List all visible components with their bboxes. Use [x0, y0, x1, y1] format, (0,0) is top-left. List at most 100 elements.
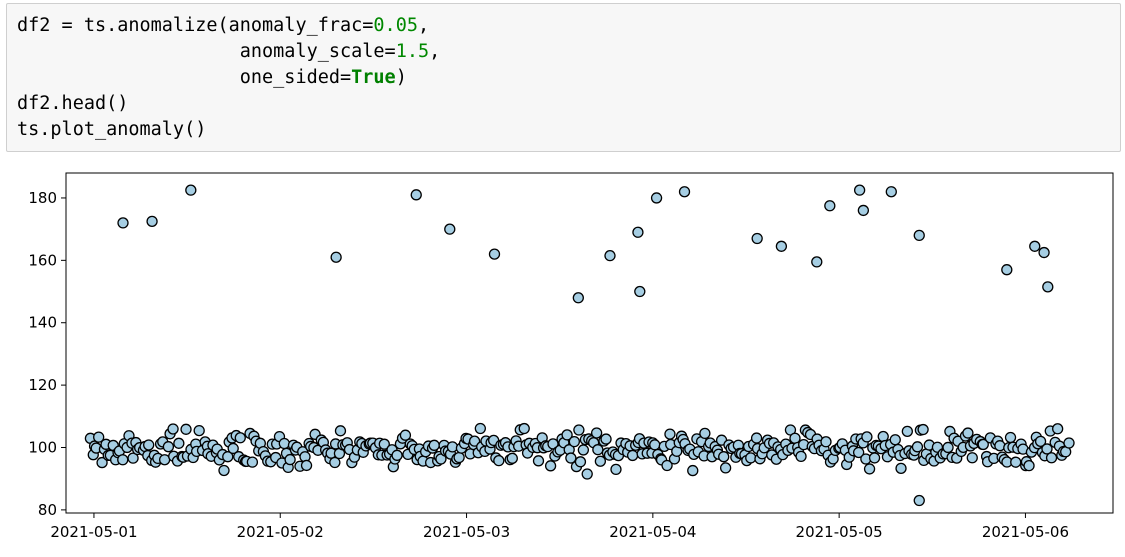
- data-point: [96, 456, 108, 469]
- data-point: [278, 437, 290, 450]
- code-token: True: [351, 67, 396, 88]
- anomaly-point: [410, 189, 422, 201]
- anomaly-point: [632, 226, 644, 238]
- anomaly-point: [1029, 240, 1041, 252]
- data-point: [592, 444, 604, 456]
- data-point: [577, 444, 590, 456]
- data-point: [942, 441, 954, 454]
- data-point: [852, 446, 865, 459]
- data-point: [966, 452, 978, 464]
- anomaly-point: [853, 184, 866, 196]
- data-point: [468, 435, 481, 447]
- code-line: df2.head(): [17, 91, 1110, 117]
- anomaly-point: [444, 223, 456, 235]
- data-point: [378, 438, 390, 450]
- data-point: [284, 453, 296, 466]
- data-point: [1034, 435, 1047, 447]
- data-point: [863, 463, 876, 475]
- data-point: [573, 424, 585, 436]
- anomaly-point: [330, 251, 342, 263]
- x-tick-label: 2021-05-03: [423, 523, 510, 541]
- data-point: [329, 456, 341, 469]
- data-point: [446, 441, 459, 453]
- anomaly-point: [650, 192, 663, 204]
- anomaly-point: [857, 204, 870, 217]
- data-point: [222, 451, 234, 463]
- anomaly-point: [572, 292, 584, 304]
- anomaly-scatter-chart: 80 100 120 140 160 180 2021-05-01 2021-05-02 202…: [28, 172, 1114, 541]
- data-point: [561, 429, 573, 441]
- anomaly-point: [1038, 246, 1050, 259]
- anomaly-point: [913, 229, 925, 242]
- data-point: [911, 441, 924, 453]
- code-token: df2 = ts.anomalize(anomaly_frac=: [17, 15, 374, 36]
- anomaly-point: [678, 186, 691, 198]
- data-point: [127, 452, 139, 464]
- plot-output: 80 100 120 140 160 180 2021-05-01 2021-05-02 202…: [0, 160, 1125, 557]
- y-tick-label: 120: [28, 376, 57, 394]
- y-tick-label: 140: [28, 314, 57, 332]
- anomaly-point: [1042, 281, 1054, 293]
- data-point: [1045, 452, 1058, 464]
- data-point: [474, 422, 486, 435]
- data-point: [453, 451, 465, 464]
- x-tick-label: 2021-05-04: [609, 523, 696, 541]
- data-point: [1010, 456, 1022, 468]
- code-token: df2.head(): [17, 93, 129, 114]
- data-point: [193, 424, 205, 437]
- code-token: ts.plot_anomaly(): [17, 119, 207, 140]
- data-point: [506, 452, 518, 464]
- x-tick-label: 2021-05-05: [796, 523, 883, 541]
- data-point: [649, 439, 661, 451]
- data-point: [1004, 431, 1017, 444]
- data-point: [917, 423, 929, 436]
- data-point: [428, 439, 440, 451]
- x-tick-label: 2021-05-02: [237, 523, 324, 541]
- data-point: [547, 438, 559, 450]
- data-point: [977, 438, 989, 451]
- data-point: [544, 460, 557, 472]
- data-point: [518, 422, 530, 435]
- anomaly-point: [885, 186, 897, 198]
- data-point: [162, 441, 175, 453]
- data-point: [334, 425, 347, 437]
- data-point: [581, 468, 593, 480]
- x-tick-label: 2021-05-01: [50, 523, 137, 541]
- anomaly-point: [913, 494, 925, 507]
- anomaly-point: [824, 200, 836, 212]
- code-token: one_sided=: [17, 67, 352, 88]
- code-line: ts.plot_anomaly(): [17, 117, 1110, 143]
- code-token: 0.05: [373, 15, 418, 36]
- x-tick-label: 2021-05-06: [982, 523, 1069, 541]
- data-point: [568, 435, 580, 448]
- anomaly-point: [117, 217, 129, 229]
- anomaly-point: [634, 285, 646, 298]
- data-point: [861, 431, 873, 443]
- data-point: [750, 432, 763, 444]
- data-point: [300, 459, 313, 472]
- anomaly-point: [146, 215, 158, 227]
- y-tick-label: 160: [28, 251, 57, 269]
- code-token: anomaly_scale=: [17, 41, 396, 62]
- data-point: [789, 432, 801, 444]
- data-point: [1063, 437, 1075, 449]
- data-point: [399, 429, 412, 441]
- data-point: [246, 456, 259, 468]
- data-point: [664, 428, 676, 440]
- anomaly-point: [488, 248, 501, 260]
- data-point: [173, 437, 185, 449]
- anomaly-point: [811, 256, 823, 268]
- data-point: [868, 452, 881, 464]
- data-point: [565, 452, 577, 464]
- data-point: [590, 427, 603, 439]
- anomaly-point: [604, 250, 616, 262]
- data-point: [532, 455, 545, 467]
- code-cell[interactable]: df2 = ts.anomalize(anomaly_frac=0.05, an…: [6, 3, 1121, 152]
- code-line: anomaly_scale=1.5,: [17, 39, 1110, 65]
- y-tick-label: 100: [28, 438, 57, 456]
- data-point: [594, 455, 607, 467]
- data-point: [661, 459, 673, 472]
- scatter-points: [84, 184, 1075, 507]
- data-point: [795, 450, 807, 463]
- data-point: [718, 451, 730, 463]
